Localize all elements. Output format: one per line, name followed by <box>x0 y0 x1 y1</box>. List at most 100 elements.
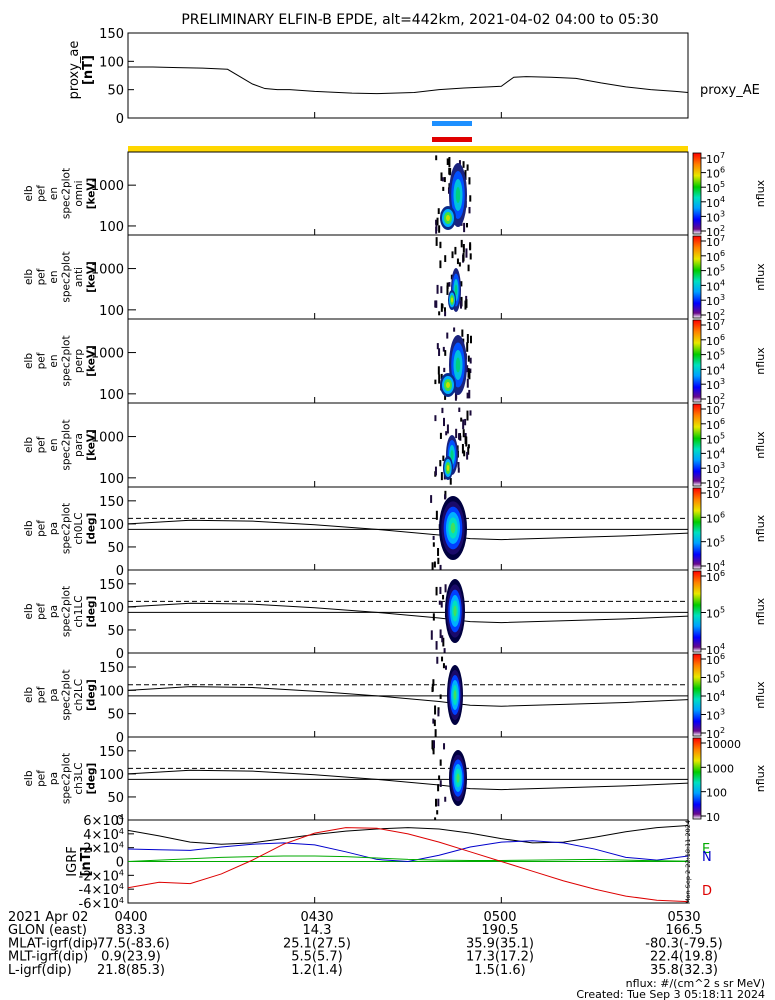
ylabel-line: [keV] <box>86 178 98 210</box>
colorbar-tick-label: 102 <box>706 726 725 741</box>
footer-row-value: 0430 <box>300 910 333 925</box>
flux-speckle <box>446 332 449 339</box>
flux-speckle <box>439 564 442 572</box>
flux-speckle <box>466 365 469 373</box>
colorbar-label: nflux <box>754 597 767 625</box>
footer-row-value: 21.8(85.3) <box>97 963 165 978</box>
footer-row-label: MLAT-igrf(dip) <box>8 936 98 951</box>
igrf-ytick-label: 0 <box>116 856 124 871</box>
ylabel-line: omni <box>73 180 85 206</box>
flux-speckle <box>442 637 445 647</box>
ylabel-line: pef <box>36 185 48 202</box>
ylabel-line: elb <box>23 353 35 369</box>
colorbar-tick-label: 103 <box>706 461 725 476</box>
colorbar-tick-label: 105 <box>706 606 725 621</box>
flux-speckle <box>432 718 435 724</box>
flux-speckle <box>435 237 438 246</box>
flux-speckle <box>467 264 470 272</box>
colorbar-label: nflux <box>754 263 767 291</box>
colorbar <box>692 737 702 820</box>
colorbar-tick-label: 103 <box>706 377 725 392</box>
flux-speckle <box>430 630 433 640</box>
flux-speckle <box>437 709 440 717</box>
colorbar-tick-label: 105 <box>706 535 725 550</box>
ylabel-line: para <box>73 433 85 457</box>
flux-speckle <box>444 392 447 400</box>
flux-speckle <box>438 348 441 357</box>
flux-speckle <box>437 366 440 375</box>
igrf-ytick-label: -2×104 <box>79 868 125 884</box>
colorbar-tick-label: 1000 <box>706 762 734 775</box>
colorbar-tick-label: 107 <box>706 402 725 417</box>
flux-blob <box>453 690 457 700</box>
flux-speckle <box>465 295 468 303</box>
flux-speckle <box>439 629 442 639</box>
colorbar-tick-label: 106 <box>706 249 725 264</box>
flux-speckle <box>440 601 443 608</box>
footer-row-value: 17.3(17.2) <box>466 950 534 965</box>
colorbar-tick-label: 105 <box>706 264 725 279</box>
flux-speckle <box>434 729 437 739</box>
footer-row-value: 14.3 <box>303 923 332 938</box>
ylabel-line: pa <box>48 688 60 701</box>
footer-row-label: 2021 Apr 02 <box>8 910 88 925</box>
flux-speckle <box>450 274 453 280</box>
ylabel-line: pef <box>36 436 48 453</box>
flux-speckle <box>437 208 440 215</box>
flux-speckle <box>440 303 443 312</box>
flux-speckle <box>441 656 444 662</box>
flux-speckle <box>461 444 464 454</box>
colorbar-tick-label: 102 <box>706 224 725 239</box>
colorbar-tick-label: 100 <box>706 787 727 800</box>
flux-speckle <box>469 195 472 202</box>
igrf-ytick-label: 4×104 <box>83 827 124 843</box>
colorbar-tick-label: 104 <box>706 278 725 293</box>
ylabel-line: anti <box>73 267 85 287</box>
footer-row-value: -77.5(-83.6) <box>92 936 169 951</box>
colorbar <box>692 152 702 235</box>
ylabel-line: ch3LC <box>73 762 85 794</box>
flux-blob <box>455 187 461 203</box>
panel-frame <box>127 234 689 320</box>
flux-speckle <box>466 392 469 399</box>
flux-speckle <box>444 255 447 262</box>
flux-speckle <box>469 253 472 260</box>
colorbar-tick-label: 104 <box>706 559 725 574</box>
igrf-ylabel-line: IGRF <box>65 846 80 876</box>
flux-speckle <box>439 460 442 467</box>
flux-speckle <box>468 177 471 185</box>
flux-speckle <box>465 299 468 308</box>
colorbar-tick-label: 106 <box>706 652 725 667</box>
colorbar-label: nflux <box>754 514 767 542</box>
colorbar-tick-label: 104 <box>706 195 725 210</box>
flux-speckle <box>466 222 469 228</box>
igrf-legend-D: D <box>702 884 712 899</box>
flux-speckle <box>446 158 449 165</box>
local-pitch-angle-line <box>127 519 689 541</box>
flux-speckle <box>435 300 438 308</box>
ylabel-line: pef <box>36 686 48 703</box>
igrf-line-D <box>127 827 689 903</box>
flux-speckle <box>455 391 458 399</box>
flux-speckle <box>446 282 449 289</box>
flux-speckle <box>446 424 449 434</box>
ytick-label: 100 <box>99 768 124 783</box>
flux-speckle <box>434 415 437 422</box>
local-pitch-angle-line <box>127 686 689 707</box>
flux-speckle <box>437 798 440 807</box>
ylabel-line: pef <box>36 520 48 537</box>
flux-speckle <box>465 248 468 258</box>
flux-speckle <box>440 286 443 294</box>
flux-speckle <box>444 584 447 593</box>
flux-speckle <box>444 350 447 356</box>
igrf-line-total <box>127 825 689 845</box>
panel-frame <box>127 736 689 821</box>
flux-speckle <box>447 187 450 194</box>
side-timestamp: Mon Sep 2 22:18:11 2024 <box>684 820 692 904</box>
ylabel-line: ch0LC <box>73 512 85 544</box>
ylabel-line: [deg] <box>86 763 98 795</box>
flux-speckle <box>456 258 459 265</box>
flux-speckle <box>442 186 445 191</box>
colorbar-tick-label: 107 <box>706 234 725 249</box>
